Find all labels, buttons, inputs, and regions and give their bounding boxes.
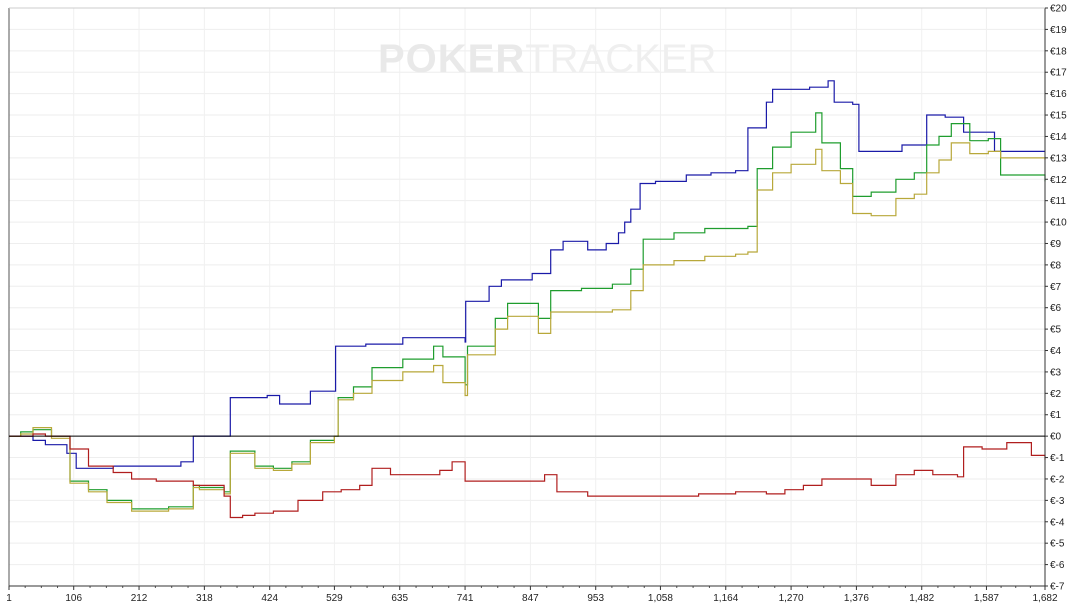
x-tick-label: 318 [196,593,213,604]
y-tick-label: €-4 [1050,517,1065,528]
x-tick-label: 1 [6,593,12,604]
grid-lines [8,7,1046,587]
series-line-4 [9,433,1046,519]
x-tick-label: 635 [391,593,408,604]
x-tick-label: 1,682 [1032,593,1057,604]
y-tick-label: €4 [1050,346,1062,357]
y-tick-label: €3 [1050,367,1062,378]
x-tick-label: 1,376 [844,593,869,604]
y-tick-label: €-2 [1050,474,1065,485]
y-tick-label: €5 [1050,325,1062,336]
x-tick-label: 1,270 [779,593,804,604]
x-tick-label: 529 [326,593,343,604]
y-tick-label: €-3 [1050,496,1065,507]
x-tick-label: 212 [131,593,148,604]
x-tick-label: 953 [587,593,604,604]
y-tick-label: €18 [1050,46,1067,57]
y-tick-label: €12 [1050,175,1067,186]
y-axis-tick-labels: €-7 €-6 €-5 €-4 €-3 €-2 €-1 €0 €1 €2 €3 €4 €5 €6 €7 €8 €… [1050,4,1067,593]
x-tick-label: 1,058 [648,593,673,604]
y-tick-label: €-5 [1050,539,1065,550]
y-tick-label: €10 [1050,218,1067,229]
y-tick-label: €13 [1050,153,1067,164]
y-tick-label: €11 [1050,196,1066,207]
x-tick-label: 741 [457,593,474,604]
plot-area [9,8,1045,586]
series-line-3 [9,142,1046,512]
y-tick-label: €16 [1050,89,1067,100]
x-tick-label: 1,164 [713,593,738,604]
x-tick-label: 106 [65,593,82,604]
axes [8,7,1048,590]
y-tick-label: €1 [1050,410,1062,421]
y-tick-label: €14 [1050,132,1067,143]
x-tick-label: 424 [261,593,278,604]
y-tick-label: €8 [1050,260,1062,271]
x-tick-label: 1,587 [974,593,999,604]
y-tick-label: €9 [1050,239,1062,250]
y-tick-label: €0 [1050,432,1062,443]
y-tick-label: €7 [1050,282,1062,293]
x-tick-label: 847 [522,593,539,604]
y-tick-label: €-1 [1050,453,1065,464]
y-tick-label: €17 [1050,68,1067,79]
y-tick-label: €19 [1050,25,1067,36]
y-tick-label: €6 [1050,303,1062,314]
x-axis-tick-labels: 1 106 212 318 424 529 635 741 847 953 1,058 1,164 1,… [6,593,1058,604]
y-tick-label: €-6 [1050,560,1065,571]
x-tick-label: 1,482 [909,593,934,604]
y-tick-label: €-7 [1050,582,1065,593]
y-tick-label: €15 [1050,111,1067,122]
y-tick-label: €2 [1050,389,1062,400]
y-tick-label: €20 [1050,4,1067,15]
watermark-logo: POKERTRACKER [378,37,716,81]
